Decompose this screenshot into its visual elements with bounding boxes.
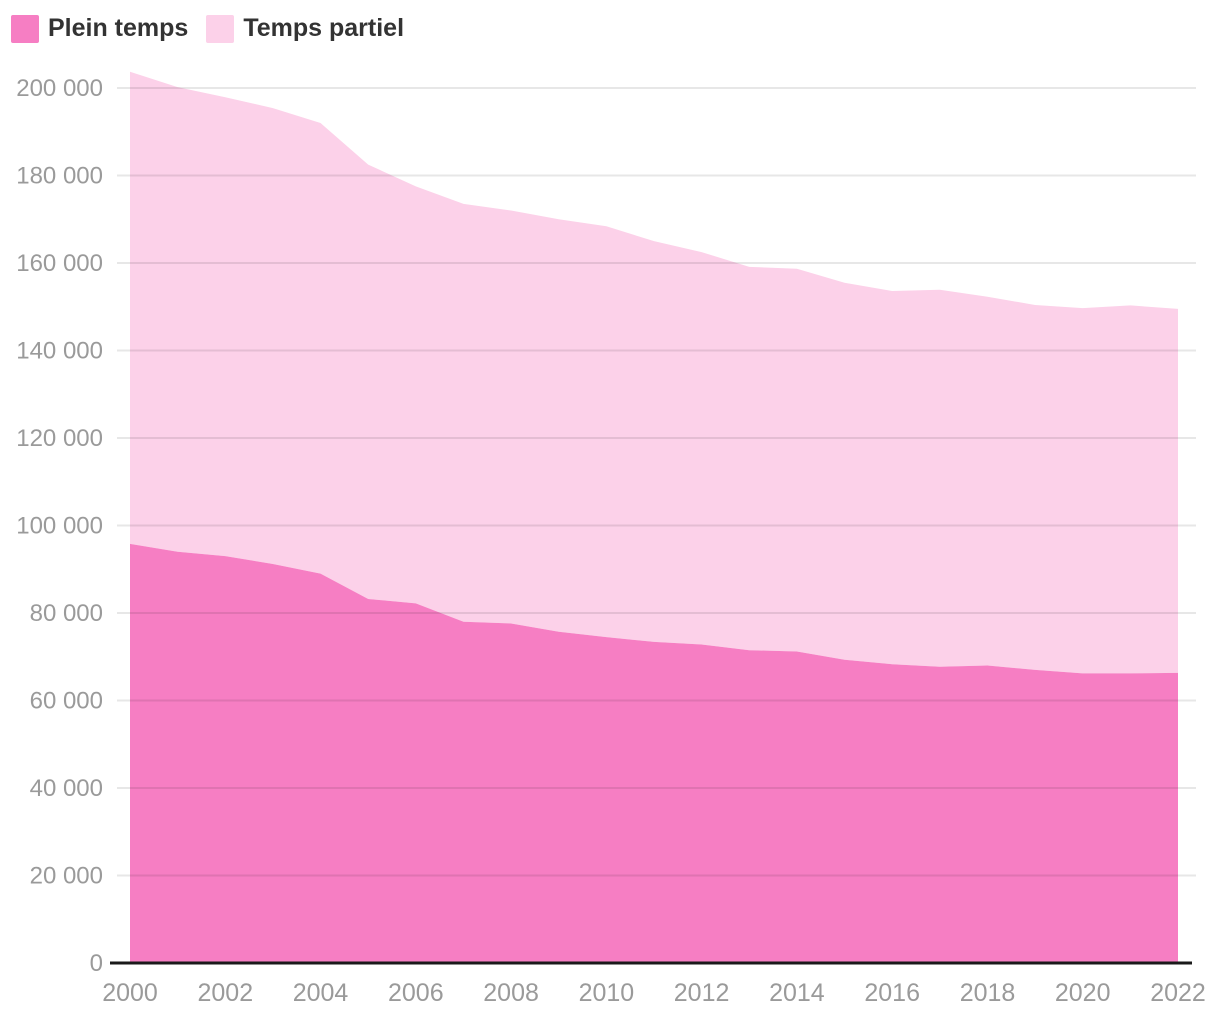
y-tick-label: 20 000 [30,863,103,890]
y-tick-label: 80 000 [30,600,103,627]
legend-label-plein-temps: Plein temps [48,14,189,42]
x-tick-label: 2004 [293,979,349,1007]
legend-swatch-plein-temps [11,14,39,43]
legend-label-temps-partiel: Temps partiel [243,14,405,42]
x-tick-label: 2010 [579,979,635,1007]
legend: Plein temps Temps partiel [11,14,404,43]
y-tick-label: 160 000 [16,250,103,277]
y-tick-label: 140 000 [16,338,103,365]
x-tick-label: 2022 [1150,979,1206,1007]
x-tick-label: 2016 [864,979,920,1007]
y-tick-label: 0 [90,950,103,977]
legend-swatch-temps-partiel [206,14,235,43]
y-tick-label: 200 000 [16,75,103,102]
y-tick-label: 100 000 [16,513,103,540]
x-tick-label: 2018 [960,979,1016,1007]
y-tick-label: 60 000 [30,688,103,715]
x-tick-label: 2008 [483,979,539,1007]
area-temps-partiel [130,71,1178,674]
x-tick-label: 2000 [102,979,158,1007]
y-tick-label: 40 000 [30,775,103,802]
area-plein-temps [130,543,1178,963]
x-tick-label: 2012 [674,979,730,1007]
x-tick-label: 2014 [769,979,825,1007]
x-tick-label: 2006 [388,979,444,1007]
y-tick-label: 120 000 [16,425,103,452]
legend-item-plein-temps[interactable]: Plein temps [11,14,188,43]
x-tick-label: 2020 [1055,979,1111,1007]
legend-item-temps-partiel[interactable]: Temps partiel [206,14,404,43]
y-tick-label: 180 000 [16,163,103,190]
x-tick-label: 2002 [197,979,253,1007]
